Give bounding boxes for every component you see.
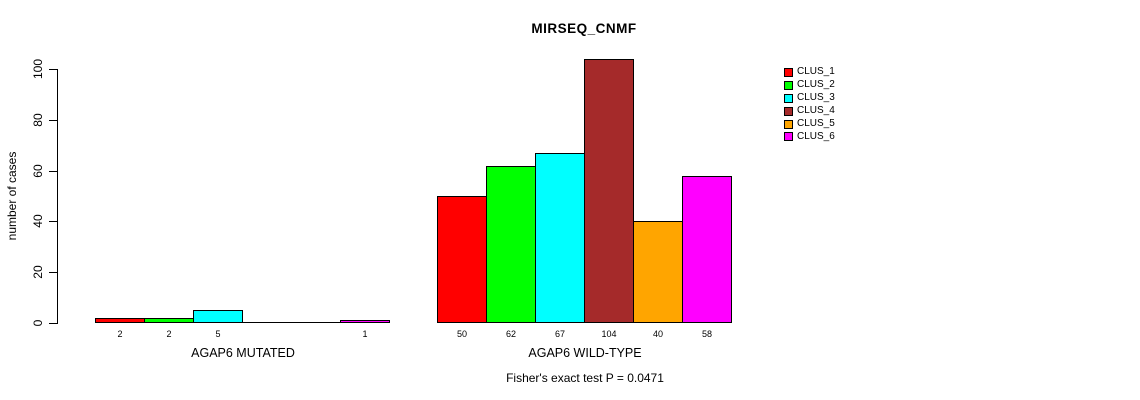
bar-clus_3-group2 xyxy=(535,153,585,323)
bar-zero-baseline xyxy=(242,322,292,323)
legend-label: CLUS_1 xyxy=(797,66,835,78)
bar-value-label: 50 xyxy=(456,329,467,339)
legend-swatch xyxy=(784,106,793,116)
y-tick xyxy=(49,221,57,223)
y-tick-label: 60 xyxy=(31,163,45,178)
bar-clus_5-group2 xyxy=(633,221,683,323)
x-group-label: AGAP6 MUTATED xyxy=(191,346,295,360)
bar-value-label: 2 xyxy=(117,329,123,339)
bar-value-label: 1 xyxy=(362,329,368,339)
bar-value-label: 67 xyxy=(554,329,565,339)
bar-clus_4-group2 xyxy=(584,59,634,323)
y-tick xyxy=(49,170,57,172)
bar-zero-baseline xyxy=(291,322,341,323)
chart-title: MIRSEQ_CNMF xyxy=(531,21,637,36)
bar-value-label: 104 xyxy=(601,329,617,339)
bar-clus_6-group2 xyxy=(682,176,732,323)
legend-label: CLUS_5 xyxy=(797,118,835,129)
y-tick-label: 0 xyxy=(31,319,45,327)
legend-label: CLUS_6 xyxy=(797,130,835,142)
legend-label: CLUS_3 xyxy=(797,92,835,104)
bar-clus_3-group1 xyxy=(193,310,243,323)
y-tick-label: 100 xyxy=(31,58,45,80)
x-group-label: AGAP6 WILD-TYPE xyxy=(528,346,642,360)
legend-item-clus_4: CLUS_4 xyxy=(784,105,835,118)
y-tick xyxy=(49,323,57,324)
y-axis-label: number of cases xyxy=(5,151,19,241)
bar-clus_2-group1 xyxy=(144,318,194,323)
bar-clus_1-group1 xyxy=(95,318,145,323)
bar-clus_1-group2 xyxy=(437,196,487,323)
y-axis-line xyxy=(57,69,58,324)
bar-value-label: 58 xyxy=(701,329,712,339)
legend-label: CLUS_2 xyxy=(797,79,835,91)
legend-swatch xyxy=(784,80,793,90)
legend-swatch xyxy=(784,119,793,129)
legend: CLUS_1 CLUS_2 CLUS_3 CLUS_4 CLUS_5 CLUS_6 xyxy=(784,66,835,143)
legend-swatch xyxy=(784,132,793,142)
legend-item-clus_1: CLUS_1 xyxy=(784,66,835,79)
y-tick-label: 80 xyxy=(31,113,45,127)
bar-value-label: 2 xyxy=(166,329,172,339)
bar-clus_2-group2 xyxy=(486,166,536,323)
y-tick-label: 40 xyxy=(31,214,45,229)
bar-value-label: 5 xyxy=(215,329,221,339)
legend-item-clus_5: CLUS_5 xyxy=(784,118,835,131)
bar-clus_6-group1 xyxy=(340,320,390,323)
bar-value-label: 62 xyxy=(505,329,516,339)
legend-label: CLUS_4 xyxy=(797,105,835,117)
footnote: Fisher's exact test P = 0.0471 xyxy=(506,371,664,385)
y-tick-label: 20 xyxy=(31,265,45,279)
legend-item-clus_6: CLUS_6 xyxy=(784,130,835,143)
y-tick xyxy=(49,272,57,274)
bar-value-label: 40 xyxy=(652,329,663,339)
y-tick xyxy=(49,119,57,121)
legend-item-clus_2: CLUS_2 xyxy=(784,79,835,92)
legend-swatch xyxy=(784,67,793,77)
y-tick xyxy=(49,69,57,70)
legend-item-clus_3: CLUS_3 xyxy=(784,92,835,105)
legend-swatch xyxy=(784,93,793,103)
